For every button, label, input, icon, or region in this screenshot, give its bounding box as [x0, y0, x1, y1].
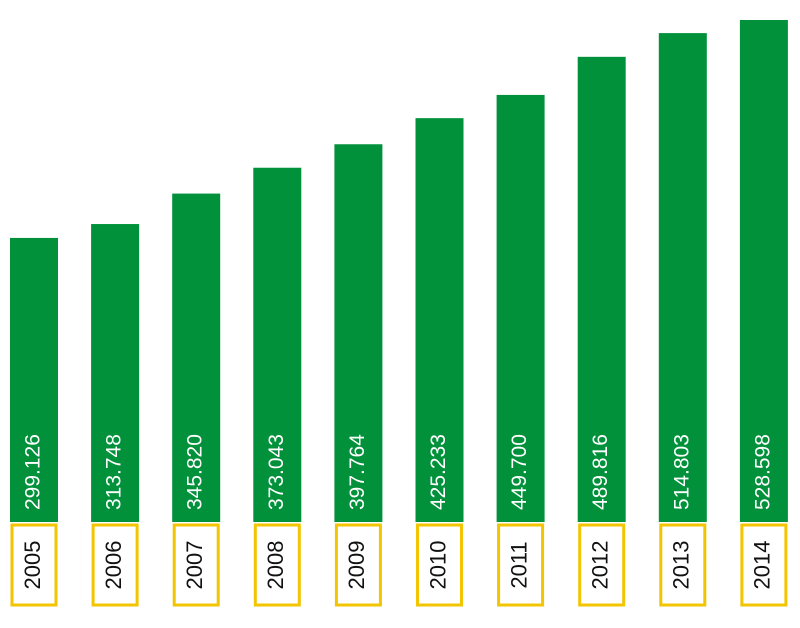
category-box: [91, 523, 139, 607]
value-label: 528.598: [751, 434, 774, 510]
value-label: 449.700: [508, 434, 531, 510]
bar: [253, 167, 302, 522]
bar: [739, 20, 788, 522]
x-tick-label: 2013: [669, 541, 694, 590]
category-box: [172, 523, 220, 607]
value-label: 373.043: [265, 434, 288, 510]
bar: [172, 193, 221, 522]
value-label: 489.816: [589, 434, 612, 510]
x-tick-label: 2008: [263, 541, 288, 590]
value-label: 397.764: [346, 434, 369, 510]
x-tick-label: 2007: [182, 541, 207, 590]
category-box: [659, 523, 707, 607]
bar: [496, 94, 545, 522]
category-box: [740, 523, 788, 607]
bar: [334, 144, 383, 523]
value-label: 425.233: [427, 434, 450, 510]
value-label: 299.126: [22, 434, 45, 510]
value-label: 313.748: [103, 434, 126, 510]
x-tick-label: 2014: [750, 541, 775, 590]
x-tick-label: 2006: [101, 541, 126, 590]
x-tick-label: 2009: [344, 541, 369, 590]
bar: [577, 56, 626, 522]
category-box: [253, 523, 301, 607]
x-tick-label: 2011: [506, 541, 531, 588]
category-box: [334, 523, 382, 607]
category-box: [416, 523, 463, 607]
x-tick-label: 2012: [588, 541, 613, 590]
category-box: [10, 523, 58, 607]
value-label: 345.820: [184, 434, 207, 510]
bar: [658, 33, 707, 523]
x-tick-label: 2010: [425, 541, 450, 590]
bar: [91, 224, 140, 522]
bar: [10, 237, 58, 523]
bar: [415, 118, 464, 522]
category-box: [578, 523, 626, 607]
category-box: [497, 523, 545, 607]
value-label: 514.803: [670, 434, 693, 510]
x-tick-label: 2005: [20, 541, 45, 590]
